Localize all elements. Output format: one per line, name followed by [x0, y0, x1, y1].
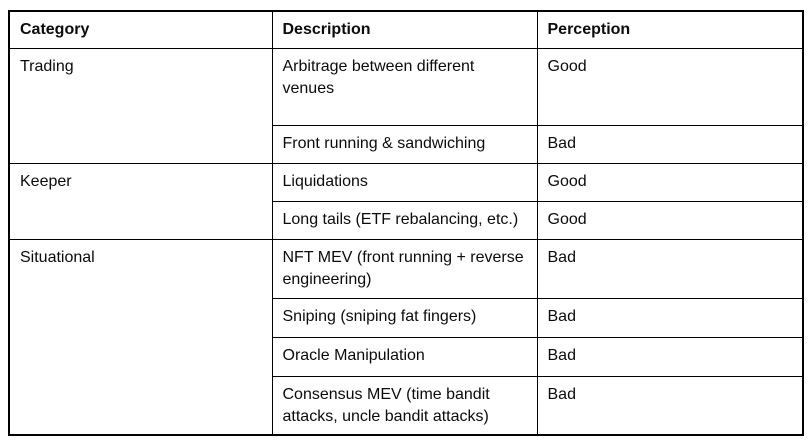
table-row: Situational NFT MEV (front running + rev…: [8, 238, 804, 435]
perception-cell: Bad: [536, 375, 804, 435]
table-row: Trading Arbitrage between different venu…: [8, 47, 804, 164]
perception-cell: Bad: [536, 124, 804, 164]
category-cell-trading: Trading: [8, 47, 273, 164]
perception-cell: Good: [536, 200, 804, 240]
table-row: Keeper Liquidations Good: [8, 162, 804, 240]
perception-cell: Bad: [536, 297, 804, 338]
header-description: Description: [271, 10, 538, 49]
description-cell: Consensus MEV (time bandit attacks, uncl…: [271, 375, 538, 435]
description-cell: Long tails (ETF rebalancing, etc.): [271, 200, 538, 240]
description-cell: Front running & sandwiching: [271, 124, 538, 164]
table-row: Oracle Manipulation Bad: [9, 336, 804, 377]
header-perception: Perception: [536, 10, 804, 49]
description-cell: Oracle Manipulation: [271, 336, 538, 377]
table-row: Consensus MEV (time bandit attacks, uncl…: [9, 375, 804, 435]
header-category: Category: [8, 10, 273, 49]
table-row: Front running & sandwiching Bad: [9, 124, 804, 164]
category-cell-situational: Situational: [8, 238, 273, 435]
description-cell: NFT MEV (front running + reverse enginee…: [271, 238, 538, 299]
perception-cell: Good: [536, 162, 804, 202]
description-cell: Arbitrage between different venues: [271, 47, 538, 126]
category-cell-keeper: Keeper: [8, 162, 273, 240]
perception-cell: Bad: [536, 238, 804, 299]
perception-cell: Good: [536, 47, 804, 126]
perception-cell: Bad: [536, 336, 804, 377]
description-cell: Sniping (sniping fat fingers): [271, 297, 538, 338]
description-cell: Liquidations: [271, 162, 538, 202]
table-row: Sniping (sniping fat fingers) Bad: [9, 297, 804, 338]
header-row: Category Description Perception: [8, 10, 804, 49]
table-row: Long tails (ETF rebalancing, etc.) Good: [9, 200, 804, 240]
mev-perception-table: Category Description Perception Trading …: [8, 10, 804, 436]
